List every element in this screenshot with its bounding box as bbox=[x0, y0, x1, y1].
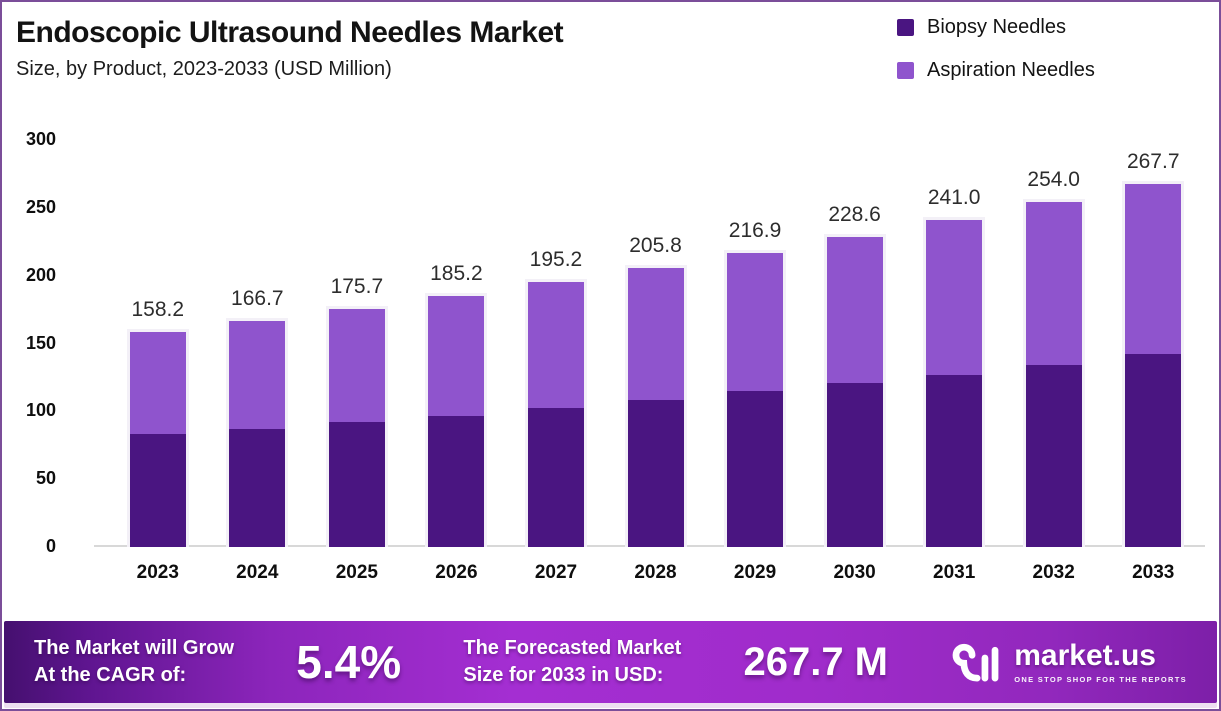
bar-segment-biopsy bbox=[826, 383, 883, 547]
x-axis: 2023 2024 2025 2026 2027 2028 2029 2030 2031 2032… bbox=[108, 562, 1203, 584]
bar-total-label: 241.0 bbox=[927, 186, 981, 210]
x-tick-label: 2026 bbox=[435, 562, 478, 583]
bar-column: 185.2 bbox=[407, 140, 507, 547]
bar-total-label: 195.2 bbox=[529, 248, 583, 272]
bar-segment-biopsy bbox=[926, 374, 983, 547]
bar-column: 195.2 bbox=[506, 140, 606, 547]
y-axis: 0 50 100 150 200 250 300 bbox=[0, 0, 96, 711]
bar-column: 254.0 bbox=[1004, 140, 1104, 547]
bar-segment-aspiration bbox=[229, 320, 286, 430]
y-tick-label: 50 bbox=[35, 468, 56, 489]
bar-stack bbox=[624, 264, 687, 547]
bar-segment-biopsy bbox=[727, 391, 784, 547]
legend-item-aspiration: Aspiration Needles bbox=[897, 59, 1095, 82]
bar-segment-biopsy bbox=[428, 415, 485, 547]
y-tick-label: 200 bbox=[25, 264, 56, 285]
bar-segment-aspiration bbox=[129, 332, 186, 435]
y-tick-label: 100 bbox=[25, 400, 56, 421]
x-tick-label: 2031 bbox=[933, 562, 976, 583]
bar-stack bbox=[325, 305, 388, 547]
bar-segment-aspiration bbox=[527, 282, 584, 408]
bar-segment-biopsy bbox=[129, 434, 186, 547]
bar-stack bbox=[1022, 199, 1085, 547]
forecast-value: 267.7 M bbox=[743, 639, 888, 684]
x-tick-label: 2032 bbox=[1032, 562, 1075, 583]
chart-subtitle: Size, by Product, 2023-2033 (USD Million… bbox=[16, 58, 392, 80]
x-tick-label: 2024 bbox=[236, 562, 279, 583]
x-tick-label: 2023 bbox=[136, 562, 179, 583]
bar-stack bbox=[923, 217, 986, 547]
bar-column: 267.7 bbox=[1103, 140, 1203, 547]
plot-area: 158.2 166.7 175.7 185.2 195.2 205.8 216.9 228.6… bbox=[108, 140, 1203, 547]
x-tick-label: 2029 bbox=[733, 562, 777, 583]
bar-column: 166.7 bbox=[208, 140, 308, 547]
footer-banner: The Market will Grow At the CAGR of: 5.4… bbox=[4, 621, 1217, 703]
brand-block: market.us ONE STOP SHOP FOR THE REPORTS bbox=[950, 639, 1187, 686]
bar-column: 175.7 bbox=[307, 140, 407, 547]
bar-total-label: 158.2 bbox=[131, 298, 185, 322]
legend-label-biopsy: Biopsy Needles bbox=[927, 16, 1066, 38]
bar-column: 158.2 bbox=[108, 140, 208, 547]
bar-stack bbox=[1122, 180, 1185, 547]
brand-name: market.us bbox=[1014, 638, 1156, 672]
bar-column: 205.8 bbox=[606, 140, 706, 547]
bar-segment-aspiration bbox=[826, 236, 883, 384]
bar-total-label: 254.0 bbox=[1027, 168, 1080, 192]
y-tick-label: 300 bbox=[25, 129, 56, 149]
bar-stack bbox=[823, 233, 886, 547]
bar-total-label: 228.6 bbox=[828, 202, 881, 226]
bar-segment-aspiration bbox=[926, 220, 983, 375]
bar-total-label: 166.7 bbox=[231, 286, 284, 310]
aspiration-swatch-icon bbox=[897, 62, 914, 79]
legend: Biopsy Needles Aspiration Needles bbox=[897, 16, 1095, 82]
bar-stack bbox=[226, 317, 289, 547]
x-tick-label: 2030 bbox=[833, 562, 876, 583]
bar-total-label: 267.7 bbox=[1126, 149, 1180, 173]
cagr-value: 5.4% bbox=[296, 636, 402, 688]
bar-total-label: 175.7 bbox=[330, 274, 384, 298]
bar-stack bbox=[524, 279, 587, 547]
cagr-label: The Market will Grow At the CAGR of: bbox=[34, 635, 234, 689]
forecast-label-line1: The Forecasted Market bbox=[463, 637, 682, 659]
x-tick-label: 2033 bbox=[1132, 562, 1175, 583]
biopsy-swatch-icon bbox=[897, 19, 914, 36]
x-tick-label: 2027 bbox=[534, 562, 578, 583]
bar-segment-biopsy bbox=[229, 429, 286, 547]
forecast-label: The Forecasted Market Size for 2033 in U… bbox=[463, 635, 681, 689]
chart-title: Endoscopic Ultrasound Needles Market bbox=[16, 16, 564, 49]
bar-segment-aspiration bbox=[328, 308, 385, 423]
forecast-label-line2: Size for 2033 in USD: bbox=[463, 664, 664, 686]
bar-column: 228.6 bbox=[805, 140, 905, 547]
bar-segment-biopsy bbox=[1125, 354, 1182, 547]
bar-stack bbox=[425, 292, 488, 547]
cagr-label-line1: The Market will Grow bbox=[34, 637, 235, 659]
bar-stack bbox=[724, 249, 787, 547]
y-tick-label: 0 bbox=[45, 536, 56, 556]
cagr-label-line2: At the CAGR of: bbox=[34, 664, 187, 686]
x-tick-label: 2028 bbox=[634, 562, 677, 583]
x-tick-label: 2025 bbox=[335, 562, 378, 583]
bar-segment-aspiration bbox=[428, 295, 485, 416]
bar-segment-aspiration bbox=[627, 267, 684, 401]
bar-segment-biopsy bbox=[627, 400, 684, 547]
legend-item-biopsy: Biopsy Needles bbox=[897, 16, 1095, 39]
bar-segment-biopsy bbox=[1025, 364, 1082, 547]
bar-segment-aspiration bbox=[1125, 183, 1182, 355]
chart-header: Endoscopic Ultrasound Needles Market Siz… bbox=[16, 16, 564, 81]
bar-segment-biopsy bbox=[527, 407, 584, 547]
y-tick-label: 250 bbox=[25, 196, 56, 217]
bar-total-label: 205.8 bbox=[629, 233, 682, 257]
bar-segment-aspiration bbox=[1025, 202, 1082, 365]
bar-segment-aspiration bbox=[727, 252, 784, 392]
bar-total-label: 216.9 bbox=[728, 218, 782, 242]
brand-tagline: ONE STOP SHOP FOR THE REPORTS bbox=[1014, 674, 1187, 684]
y-tick-label: 150 bbox=[25, 332, 56, 353]
bar-column: 241.0 bbox=[904, 140, 1004, 547]
bar-segment-biopsy bbox=[328, 422, 385, 547]
legend-label-aspiration: Aspiration Needles bbox=[927, 59, 1095, 81]
bar-stack bbox=[126, 329, 189, 547]
bar-total-label: 185.2 bbox=[430, 261, 483, 285]
marketus-logo-icon bbox=[952, 643, 999, 682]
bar-column: 216.9 bbox=[705, 140, 805, 547]
